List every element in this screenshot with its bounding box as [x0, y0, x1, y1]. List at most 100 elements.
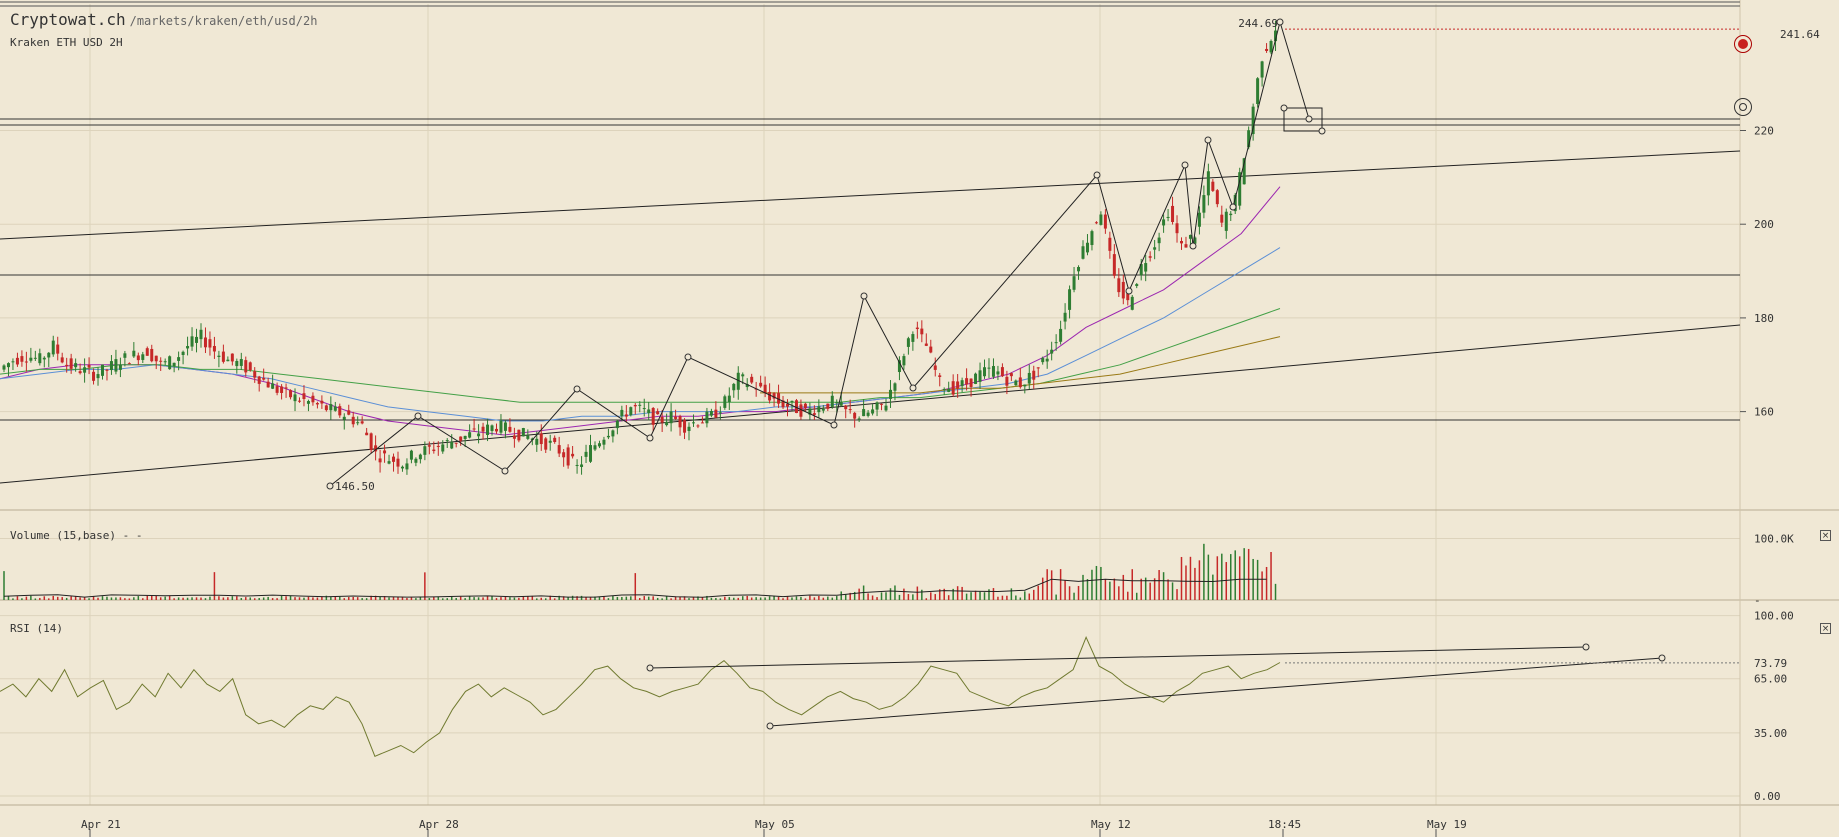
- x-tick-label: May 12: [1091, 818, 1131, 831]
- last-price-label: 241.64: [1780, 28, 1820, 41]
- candle: [38, 353, 42, 364]
- candle: [862, 409, 866, 417]
- candle: [311, 395, 315, 403]
- candle: [1072, 276, 1076, 290]
- candle: [65, 364, 69, 366]
- candle: [481, 426, 485, 432]
- candle: [1274, 30, 1278, 42]
- candle: [181, 351, 185, 355]
- candle: [875, 402, 879, 410]
- candle: [566, 447, 570, 466]
- close-icon[interactable]: ×: [1820, 530, 1831, 541]
- alert-icon[interactable]: [1734, 35, 1752, 53]
- site-name[interactable]: Cryptowat.ch: [10, 10, 126, 29]
- candle: [203, 337, 207, 348]
- candle: [1193, 237, 1197, 244]
- pattern-point: [646, 434, 654, 442]
- candle: [911, 334, 915, 342]
- candle: [700, 422, 704, 424]
- candle: [1202, 195, 1206, 213]
- candle: [257, 376, 261, 384]
- candle: [315, 403, 319, 405]
- candle: [472, 428, 476, 430]
- candle: [790, 400, 794, 403]
- candle: [759, 382, 763, 387]
- candle: [1238, 172, 1242, 206]
- candle: [280, 386, 284, 393]
- candle: [696, 425, 700, 427]
- candle: [499, 420, 503, 433]
- url-path: /markets/kraken/eth/usd/2h: [129, 14, 318, 28]
- trendlines: [0, 150, 1741, 484]
- candle: [991, 366, 995, 377]
- candle: [978, 370, 982, 382]
- candle: [11, 361, 15, 363]
- candle: [15, 357, 19, 365]
- candle: [1081, 246, 1085, 259]
- y-tick-label: 220: [1754, 125, 1774, 138]
- candle: [633, 405, 637, 407]
- candle: [665, 421, 669, 426]
- candle: [378, 458, 382, 463]
- candle: [512, 435, 516, 439]
- candle: [127, 363, 131, 365]
- candle: [1045, 358, 1049, 362]
- candle: [333, 406, 337, 411]
- candle: [906, 338, 910, 347]
- candle: [306, 401, 310, 404]
- site-title[interactable]: Cryptowat.ch/markets/kraken/eth/usd/2h: [10, 10, 317, 29]
- candle: [678, 416, 682, 428]
- candle: [1126, 293, 1130, 301]
- candle: [745, 384, 749, 388]
- candle: [1269, 41, 1273, 53]
- candle: [1135, 284, 1139, 287]
- pattern-point: [414, 412, 422, 420]
- candle: [584, 451, 588, 457]
- candle: [47, 352, 51, 358]
- candle: [329, 404, 333, 411]
- candle: [942, 388, 946, 390]
- close-icon[interactable]: ×: [1820, 623, 1831, 634]
- candle: [114, 359, 118, 372]
- candle: [615, 420, 619, 429]
- candle: [1251, 106, 1255, 135]
- candle: [1005, 376, 1009, 386]
- candle: [951, 381, 955, 395]
- volume-tick-label: 100.0K: [1754, 532, 1794, 545]
- candle: [42, 357, 46, 360]
- candle: [732, 383, 736, 391]
- target-icon[interactable]: [1734, 98, 1752, 116]
- candle: [2, 365, 6, 370]
- pattern-point: [909, 384, 917, 392]
- candle: [226, 359, 230, 362]
- candle: [392, 456, 396, 462]
- candle: [642, 408, 646, 410]
- pattern-point: [501, 467, 509, 475]
- candle: [1077, 267, 1081, 272]
- candle: [468, 432, 472, 438]
- candle: [1054, 342, 1058, 344]
- x-tick-label: Apr 21: [81, 818, 121, 831]
- rsi-trend-point: [1658, 654, 1666, 662]
- candle: [1041, 358, 1045, 363]
- candle: [365, 432, 369, 436]
- candle: [956, 381, 960, 389]
- candle: [1157, 237, 1161, 244]
- candle: [1162, 219, 1166, 226]
- candle: [826, 403, 830, 409]
- candle: [186, 346, 190, 349]
- candle: [777, 393, 781, 404]
- y-tick-label: 180: [1754, 312, 1774, 325]
- candle: [924, 343, 928, 346]
- candle: [436, 445, 440, 447]
- candle: [1139, 264, 1143, 276]
- candle: [606, 435, 610, 438]
- candle: [1009, 373, 1013, 377]
- candle: [893, 383, 897, 391]
- candle: [100, 364, 104, 376]
- candle: [526, 435, 530, 439]
- candle: [221, 351, 225, 362]
- candle: [51, 340, 55, 355]
- rsi-panel-label: RSI (14): [10, 622, 63, 635]
